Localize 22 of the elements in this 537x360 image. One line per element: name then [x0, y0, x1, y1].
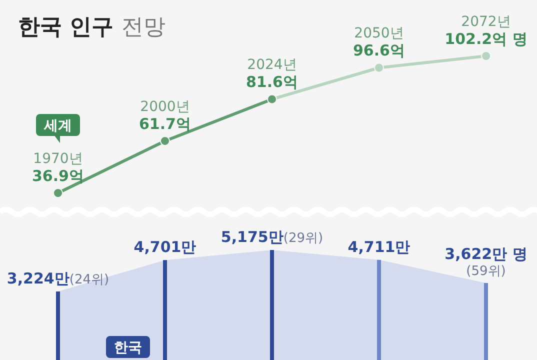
bar	[56, 291, 60, 360]
data-label: 2072년 102.2억 명	[444, 14, 528, 48]
data-label: 2000년 61.7억	[138, 98, 192, 133]
data-label: 5,175만(29위)	[220, 228, 324, 246]
data-label: 2050년 96.6억	[352, 26, 406, 60]
data-label: 2024년 81.6억	[246, 57, 298, 92]
point	[160, 136, 170, 146]
chart-title: 한국 인구 전망	[18, 15, 166, 40]
point	[374, 62, 384, 73]
data-label: 1970년 36.9억	[32, 151, 84, 185]
data-label: 3,622만 명 (59위)	[444, 245, 528, 280]
bar	[270, 250, 274, 360]
bar	[484, 283, 488, 360]
data-label: 3,224만(24위)	[6, 269, 110, 288]
bar	[163, 260, 167, 360]
data-label: 4,701만	[134, 238, 196, 256]
point	[481, 51, 491, 61]
data-label: 4,711만	[348, 238, 410, 256]
annotation: 한국	[114, 340, 142, 356]
point	[53, 188, 63, 198]
annotation: 세계	[43, 118, 72, 134]
bar	[377, 260, 381, 360]
